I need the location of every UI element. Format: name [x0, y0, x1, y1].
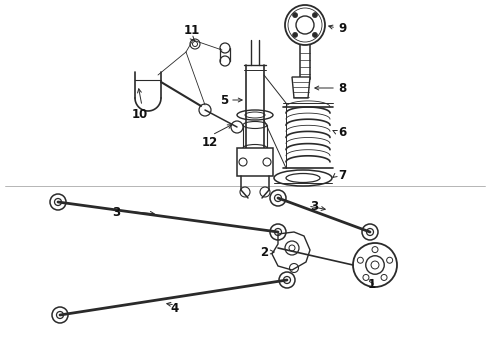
Text: 11: 11 — [184, 24, 200, 37]
Text: 12: 12 — [202, 136, 218, 149]
Polygon shape — [292, 77, 310, 98]
Text: 3: 3 — [112, 206, 120, 219]
Text: 3: 3 — [310, 199, 318, 212]
Text: 4: 4 — [171, 302, 179, 315]
Circle shape — [293, 13, 297, 18]
Text: 6: 6 — [338, 126, 346, 139]
Text: 10: 10 — [132, 108, 148, 121]
Circle shape — [313, 32, 318, 37]
Polygon shape — [272, 232, 310, 270]
Circle shape — [313, 13, 318, 18]
Text: 7: 7 — [338, 168, 346, 181]
Circle shape — [293, 32, 297, 37]
Text: 1: 1 — [368, 279, 376, 292]
Text: 9: 9 — [338, 22, 346, 35]
Text: 2: 2 — [260, 246, 268, 258]
Text: 5: 5 — [220, 94, 228, 107]
Text: 8: 8 — [338, 81, 346, 95]
Polygon shape — [237, 148, 273, 176]
